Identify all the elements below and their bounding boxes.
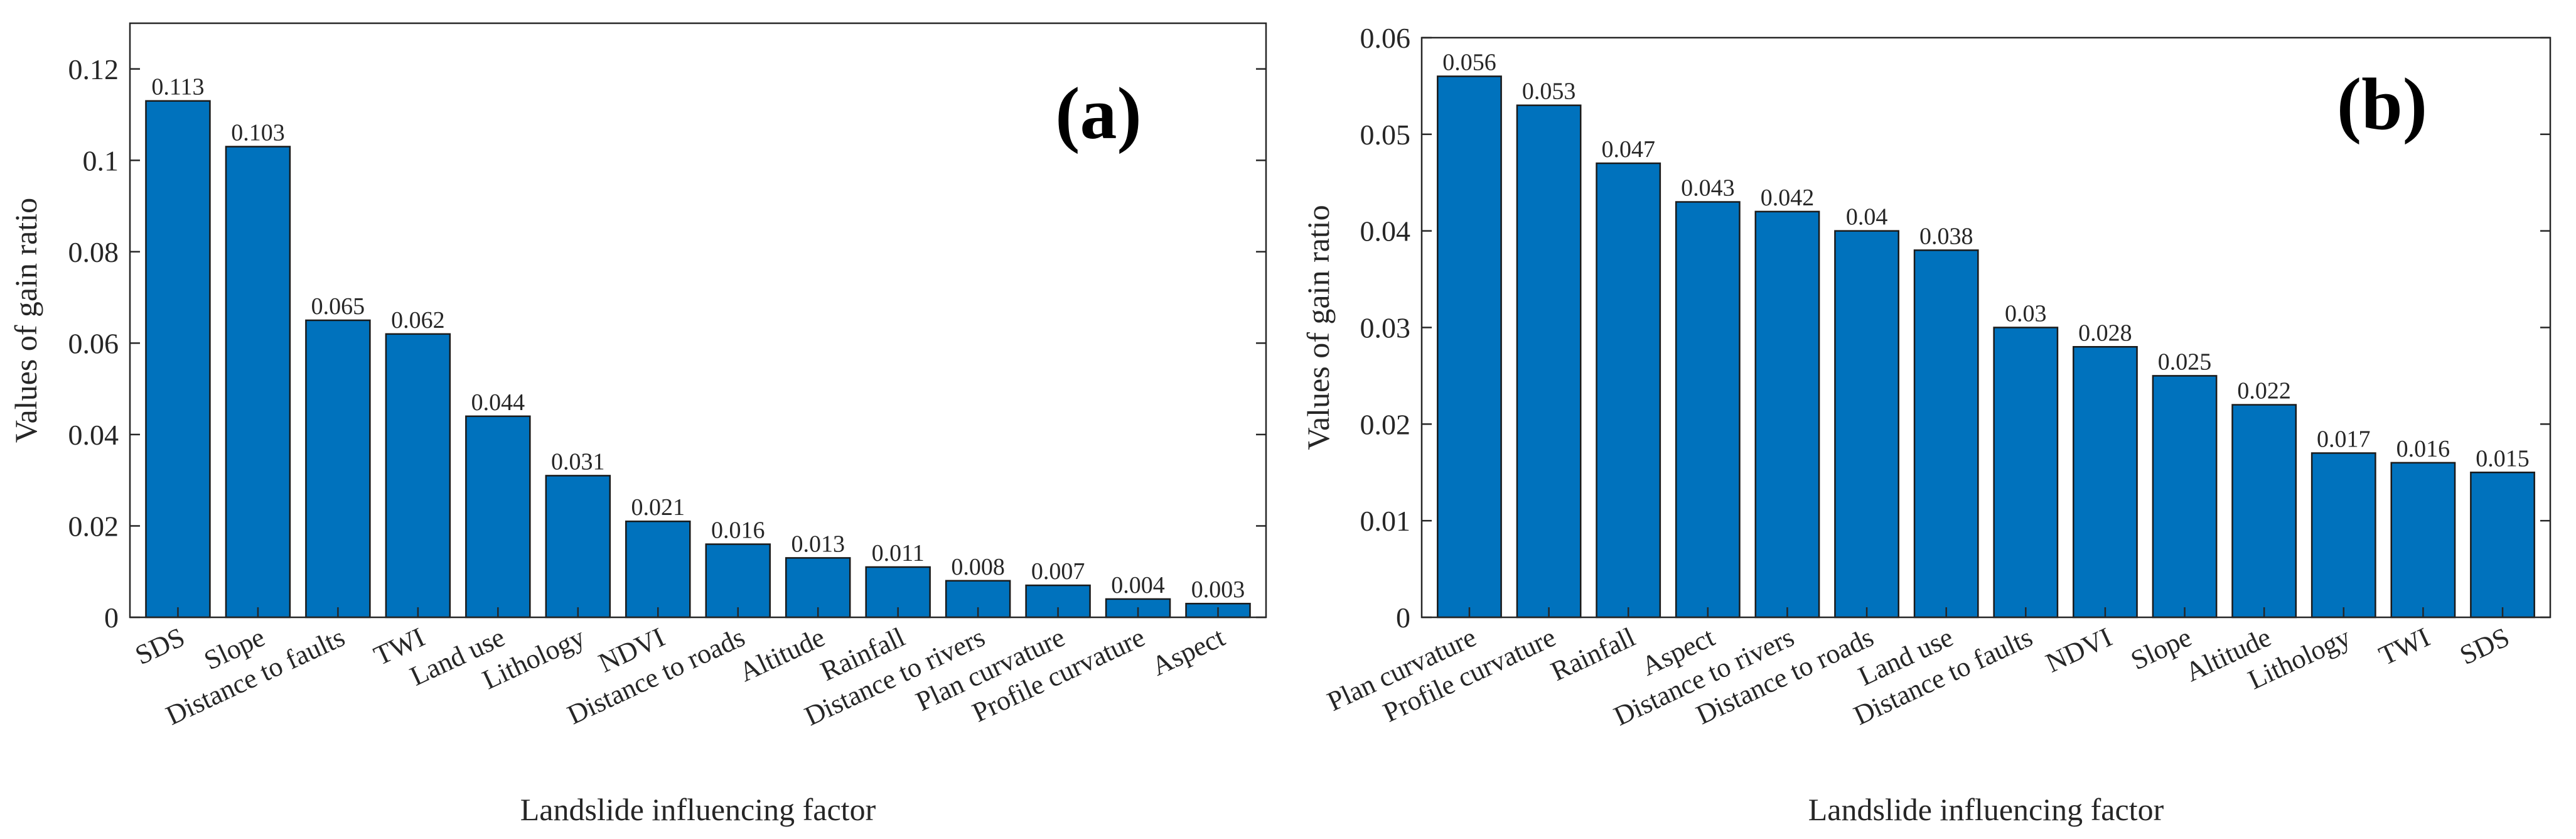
data-label-a-11: 0.007 xyxy=(1031,558,1085,585)
data-label-b-2: 0.047 xyxy=(1601,136,1655,163)
y-tick-label-b-1: 0.01 xyxy=(1360,505,1411,537)
y-tick-label-a-4: 0.08 xyxy=(68,236,119,268)
bar-b-10 xyxy=(2231,404,2297,619)
bar-b-8 xyxy=(2073,346,2138,619)
data-label-b-10: 0.022 xyxy=(2237,378,2291,404)
axes-box-a xyxy=(129,22,1267,619)
x-tick-label-b-2: Rainfall xyxy=(1546,622,1640,687)
bars-b xyxy=(1437,75,2535,619)
bar-b-11 xyxy=(2310,452,2376,619)
data-label-a-0: 0.113 xyxy=(151,74,204,100)
data-label-b-4: 0.042 xyxy=(1761,185,1815,211)
data-labels-a: 0.113 0.103 0.065 0.062 0.044 0.031 0.021 0.016… xyxy=(151,74,1245,603)
chart-panel-a: 0.113 0.103 0.065 0.062 0.044 0.031 0.021 0.016… xyxy=(8,22,1267,827)
x-tick-label-a-13: Aspect xyxy=(1147,622,1229,682)
y-tick-label-a-3: 0.06 xyxy=(68,327,119,359)
x-tick-label-b-8: NDVI xyxy=(2041,622,2117,679)
y-tick-label-b-6: 0.06 xyxy=(1360,22,1411,54)
panel-label-b: (b) xyxy=(2337,63,2427,145)
x-tick-label-a-0: SDS xyxy=(131,622,190,671)
data-label-a-12: 0.004 xyxy=(1111,572,1165,598)
data-label-a-4: 0.044 xyxy=(471,389,525,416)
bar-b-4 xyxy=(1754,210,1820,619)
data-label-a-5: 0.031 xyxy=(551,448,605,475)
y-ticks-a: 0 0.02 0.04 0.06 0.08 0.1 0.12 xyxy=(68,53,1266,634)
data-label-a-9: 0.011 xyxy=(872,540,925,566)
y-ticks-b: 0 0.01 0.02 0.03 0.04 0.05 0.06 xyxy=(1360,22,2550,634)
y-tick-label-a-5: 0.1 xyxy=(83,144,119,176)
bar-b-12 xyxy=(2390,462,2456,619)
data-label-b-8: 0.028 xyxy=(2078,320,2132,346)
x-tick-label-b-13: SDS xyxy=(2455,622,2514,671)
bar-b-0 xyxy=(1437,75,1502,619)
chart-panel-b: 0.056 0.053 0.047 0.043 0.042 0.04 0.038 0.03 0.… xyxy=(1301,22,2552,827)
bar-b-6 xyxy=(1913,249,1979,619)
y-tick-label-b-5: 0.05 xyxy=(1360,119,1411,151)
data-label-a-6: 0.021 xyxy=(631,494,685,521)
bar-a-1 xyxy=(225,146,291,619)
data-label-b-5: 0.04 xyxy=(1846,204,1888,230)
data-label-b-0: 0.056 xyxy=(1442,50,1496,76)
data-label-b-1: 0.053 xyxy=(1522,78,1576,105)
y-tick-label-b-0: 0 xyxy=(1396,602,1410,634)
bar-a-7 xyxy=(705,543,771,619)
panel-label-a: (a) xyxy=(1055,72,1142,154)
bar-a-6 xyxy=(625,520,691,619)
data-label-b-6: 0.038 xyxy=(1919,223,1973,249)
data-label-a-1: 0.103 xyxy=(231,119,285,146)
data-label-b-12: 0.016 xyxy=(2396,436,2450,462)
x-tick-label-a-8: Altitude xyxy=(734,622,829,688)
data-label-a-2: 0.065 xyxy=(311,293,365,320)
bar-a-2 xyxy=(305,319,371,619)
y-tick-label-b-2: 0.02 xyxy=(1360,408,1411,440)
y-tick-label-a-1: 0.02 xyxy=(68,510,119,542)
bar-a-0 xyxy=(145,100,211,619)
y-axis-label-a: Values of gain ratio xyxy=(8,198,43,443)
data-labels-b: 0.056 0.053 0.047 0.043 0.042 0.04 0.038 0.03 0.… xyxy=(1442,50,2530,472)
data-label-a-10: 0.008 xyxy=(951,554,1005,580)
bar-b-5 xyxy=(1834,230,1899,619)
data-label-a-13: 0.003 xyxy=(1191,576,1245,603)
data-label-a-8: 0.013 xyxy=(791,531,845,557)
bar-a-4 xyxy=(465,415,531,619)
y-tick-label-b-3: 0.03 xyxy=(1360,312,1411,344)
x-tick-label-b-12: TWI xyxy=(2375,622,2435,672)
y-tick-label-a-6: 0.12 xyxy=(68,53,119,85)
bar-b-9 xyxy=(2152,375,2218,619)
y-tick-label-a-0: 0 xyxy=(104,602,119,634)
bar-b-7 xyxy=(1993,327,2059,619)
bar-b-13 xyxy=(2470,472,2535,619)
bar-b-3 xyxy=(1675,201,1741,619)
data-label-b-11: 0.017 xyxy=(2317,426,2371,452)
data-label-a-7: 0.016 xyxy=(711,517,765,544)
bars-a xyxy=(145,100,1251,619)
bar-b-2 xyxy=(1596,162,1661,619)
y-tick-label-b-4: 0.04 xyxy=(1360,215,1411,247)
y-axis-label-b: Values of gain ratio xyxy=(1301,205,1336,450)
data-label-a-3: 0.062 xyxy=(391,307,445,333)
bar-a-3 xyxy=(385,333,451,619)
data-label-b-3: 0.043 xyxy=(1681,175,1735,202)
data-label-b-13: 0.015 xyxy=(2476,445,2530,472)
bar-a-5 xyxy=(545,475,611,619)
data-label-b-7: 0.03 xyxy=(2005,301,2047,327)
data-label-b-9: 0.025 xyxy=(2158,349,2212,375)
x-axis-label-a: Landslide influencing factor xyxy=(520,792,876,827)
bar-b-1 xyxy=(1516,104,1582,619)
x-axis-label-b: Landslide influencing factor xyxy=(1808,792,2164,827)
y-tick-label-a-2: 0.04 xyxy=(68,419,119,451)
